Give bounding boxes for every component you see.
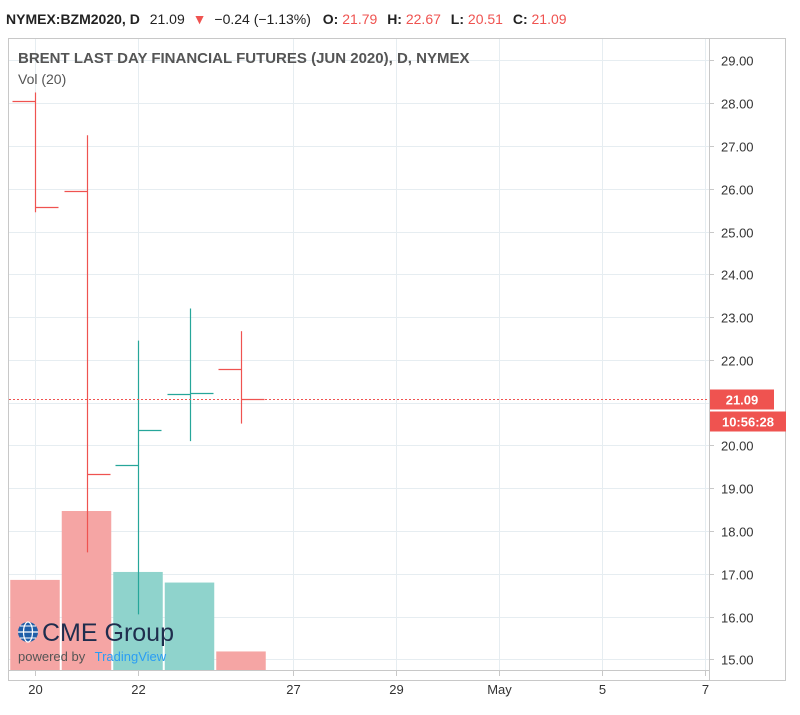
svg-text:powered by TradingView: powered by TradingView bbox=[18, 649, 167, 664]
volume-bar bbox=[216, 651, 266, 670]
svg-text:NYMEX:BZM2020, D 21.09: NYMEX:BZM2020, D 21.09 ▼ −0.24 (−1.13%) … bbox=[6, 11, 567, 27]
y-tick-label: 27.00 bbox=[721, 140, 754, 155]
x-tick-label: 20 bbox=[28, 682, 42, 697]
x-tick-label: 7 bbox=[702, 682, 709, 697]
countdown-timer: 10:56:28 bbox=[722, 415, 774, 430]
y-tick-label: 20.00 bbox=[721, 439, 754, 454]
y-tick-label: 28.00 bbox=[721, 97, 754, 112]
y-tick-label: 29.00 bbox=[721, 54, 754, 69]
y-tick-label: 23.00 bbox=[721, 311, 754, 326]
volume-bar bbox=[61, 511, 112, 670]
y-tick-label: 15.00 bbox=[721, 653, 754, 668]
globe-icon bbox=[18, 621, 38, 643]
tradingview-link: TradingView bbox=[95, 649, 167, 664]
x-tick-label: 22 bbox=[131, 682, 145, 697]
y-tick-label: 19.00 bbox=[721, 482, 754, 497]
chart-title: BRENT LAST DAY FINANCIAL FUTURES (JUN 20… bbox=[18, 50, 469, 67]
y-tick-label: 24.00 bbox=[721, 268, 754, 283]
x-tick-label: 27 bbox=[286, 682, 300, 697]
y-tick-label: 17.00 bbox=[721, 568, 754, 583]
y-tick-label: 25.00 bbox=[721, 226, 754, 241]
close-label: C: bbox=[513, 11, 528, 27]
high-value: 22.67 bbox=[406, 11, 441, 27]
volume-indicator-label: Vol (20) bbox=[18, 71, 66, 87]
ohlc-bar bbox=[167, 308, 214, 442]
y-tick-label: 18.00 bbox=[721, 525, 754, 540]
ohlc-bar bbox=[64, 135, 111, 553]
y-tick-label: 16.00 bbox=[721, 611, 754, 626]
ohlc-bar bbox=[115, 340, 162, 615]
powered-by-text: powered by bbox=[18, 649, 86, 664]
x-tick-label: 5 bbox=[599, 682, 606, 697]
cme-logo: CME Group powered by TradingView bbox=[18, 619, 174, 664]
close-value: 21.09 bbox=[532, 11, 567, 27]
ohlc-bar bbox=[12, 92, 59, 213]
y-tick-label: 22.00 bbox=[721, 354, 754, 369]
change-arrow: ▼ bbox=[193, 11, 207, 27]
x-tick-label: May bbox=[487, 682, 512, 697]
change-value: −0.24 (−1.13%) bbox=[214, 11, 311, 27]
last-price-tag-value: 21.09 bbox=[726, 393, 759, 408]
last-price: 21.09 bbox=[150, 11, 185, 27]
y-tick-label: 26.00 bbox=[721, 183, 754, 198]
x-tick-label: 29 bbox=[389, 682, 403, 697]
low-value: 20.51 bbox=[468, 11, 503, 27]
cme-brand: CME Group bbox=[42, 619, 174, 647]
last-price-tag: 21.09 10:56:28 bbox=[710, 389, 786, 432]
volume-bar bbox=[164, 582, 215, 670]
low-label: L: bbox=[451, 11, 464, 27]
open-value: 21.79 bbox=[342, 11, 377, 27]
symbol: NYMEX:BZM2020, D bbox=[6, 11, 140, 27]
open-label: O: bbox=[323, 11, 339, 27]
high-label: H: bbox=[387, 11, 402, 27]
